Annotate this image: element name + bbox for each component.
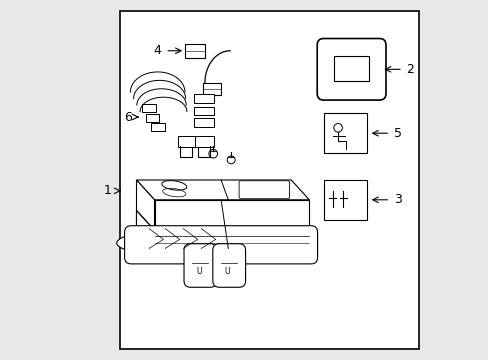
Text: 6: 6: [124, 111, 132, 123]
FancyBboxPatch shape: [212, 244, 245, 287]
Text: U: U: [196, 267, 201, 276]
Bar: [120, 11, 418, 349]
Polygon shape: [131, 232, 310, 252]
Bar: [145, 114, 159, 122]
FancyBboxPatch shape: [239, 181, 289, 199]
Text: 4: 4: [154, 44, 162, 57]
Polygon shape: [136, 211, 154, 248]
FancyBboxPatch shape: [317, 39, 385, 100]
FancyBboxPatch shape: [183, 244, 216, 287]
Bar: [203, 83, 221, 95]
Bar: [323, 180, 366, 220]
Bar: [194, 136, 213, 147]
Bar: [194, 107, 213, 115]
Polygon shape: [136, 211, 309, 248]
FancyBboxPatch shape: [124, 226, 317, 264]
Bar: [142, 104, 155, 112]
Bar: [178, 136, 195, 147]
Text: 2: 2: [406, 63, 413, 76]
Text: U: U: [224, 267, 230, 276]
Ellipse shape: [117, 227, 310, 259]
Bar: [151, 123, 164, 131]
Bar: [334, 56, 368, 81]
Bar: [323, 113, 366, 153]
Polygon shape: [136, 180, 309, 200]
Bar: [194, 118, 213, 127]
Polygon shape: [136, 180, 154, 230]
Text: 1: 1: [103, 184, 111, 197]
Polygon shape: [154, 200, 309, 230]
Text: 3: 3: [393, 193, 401, 206]
Bar: [194, 94, 213, 103]
Bar: [185, 44, 204, 58]
Text: 5: 5: [393, 127, 401, 140]
